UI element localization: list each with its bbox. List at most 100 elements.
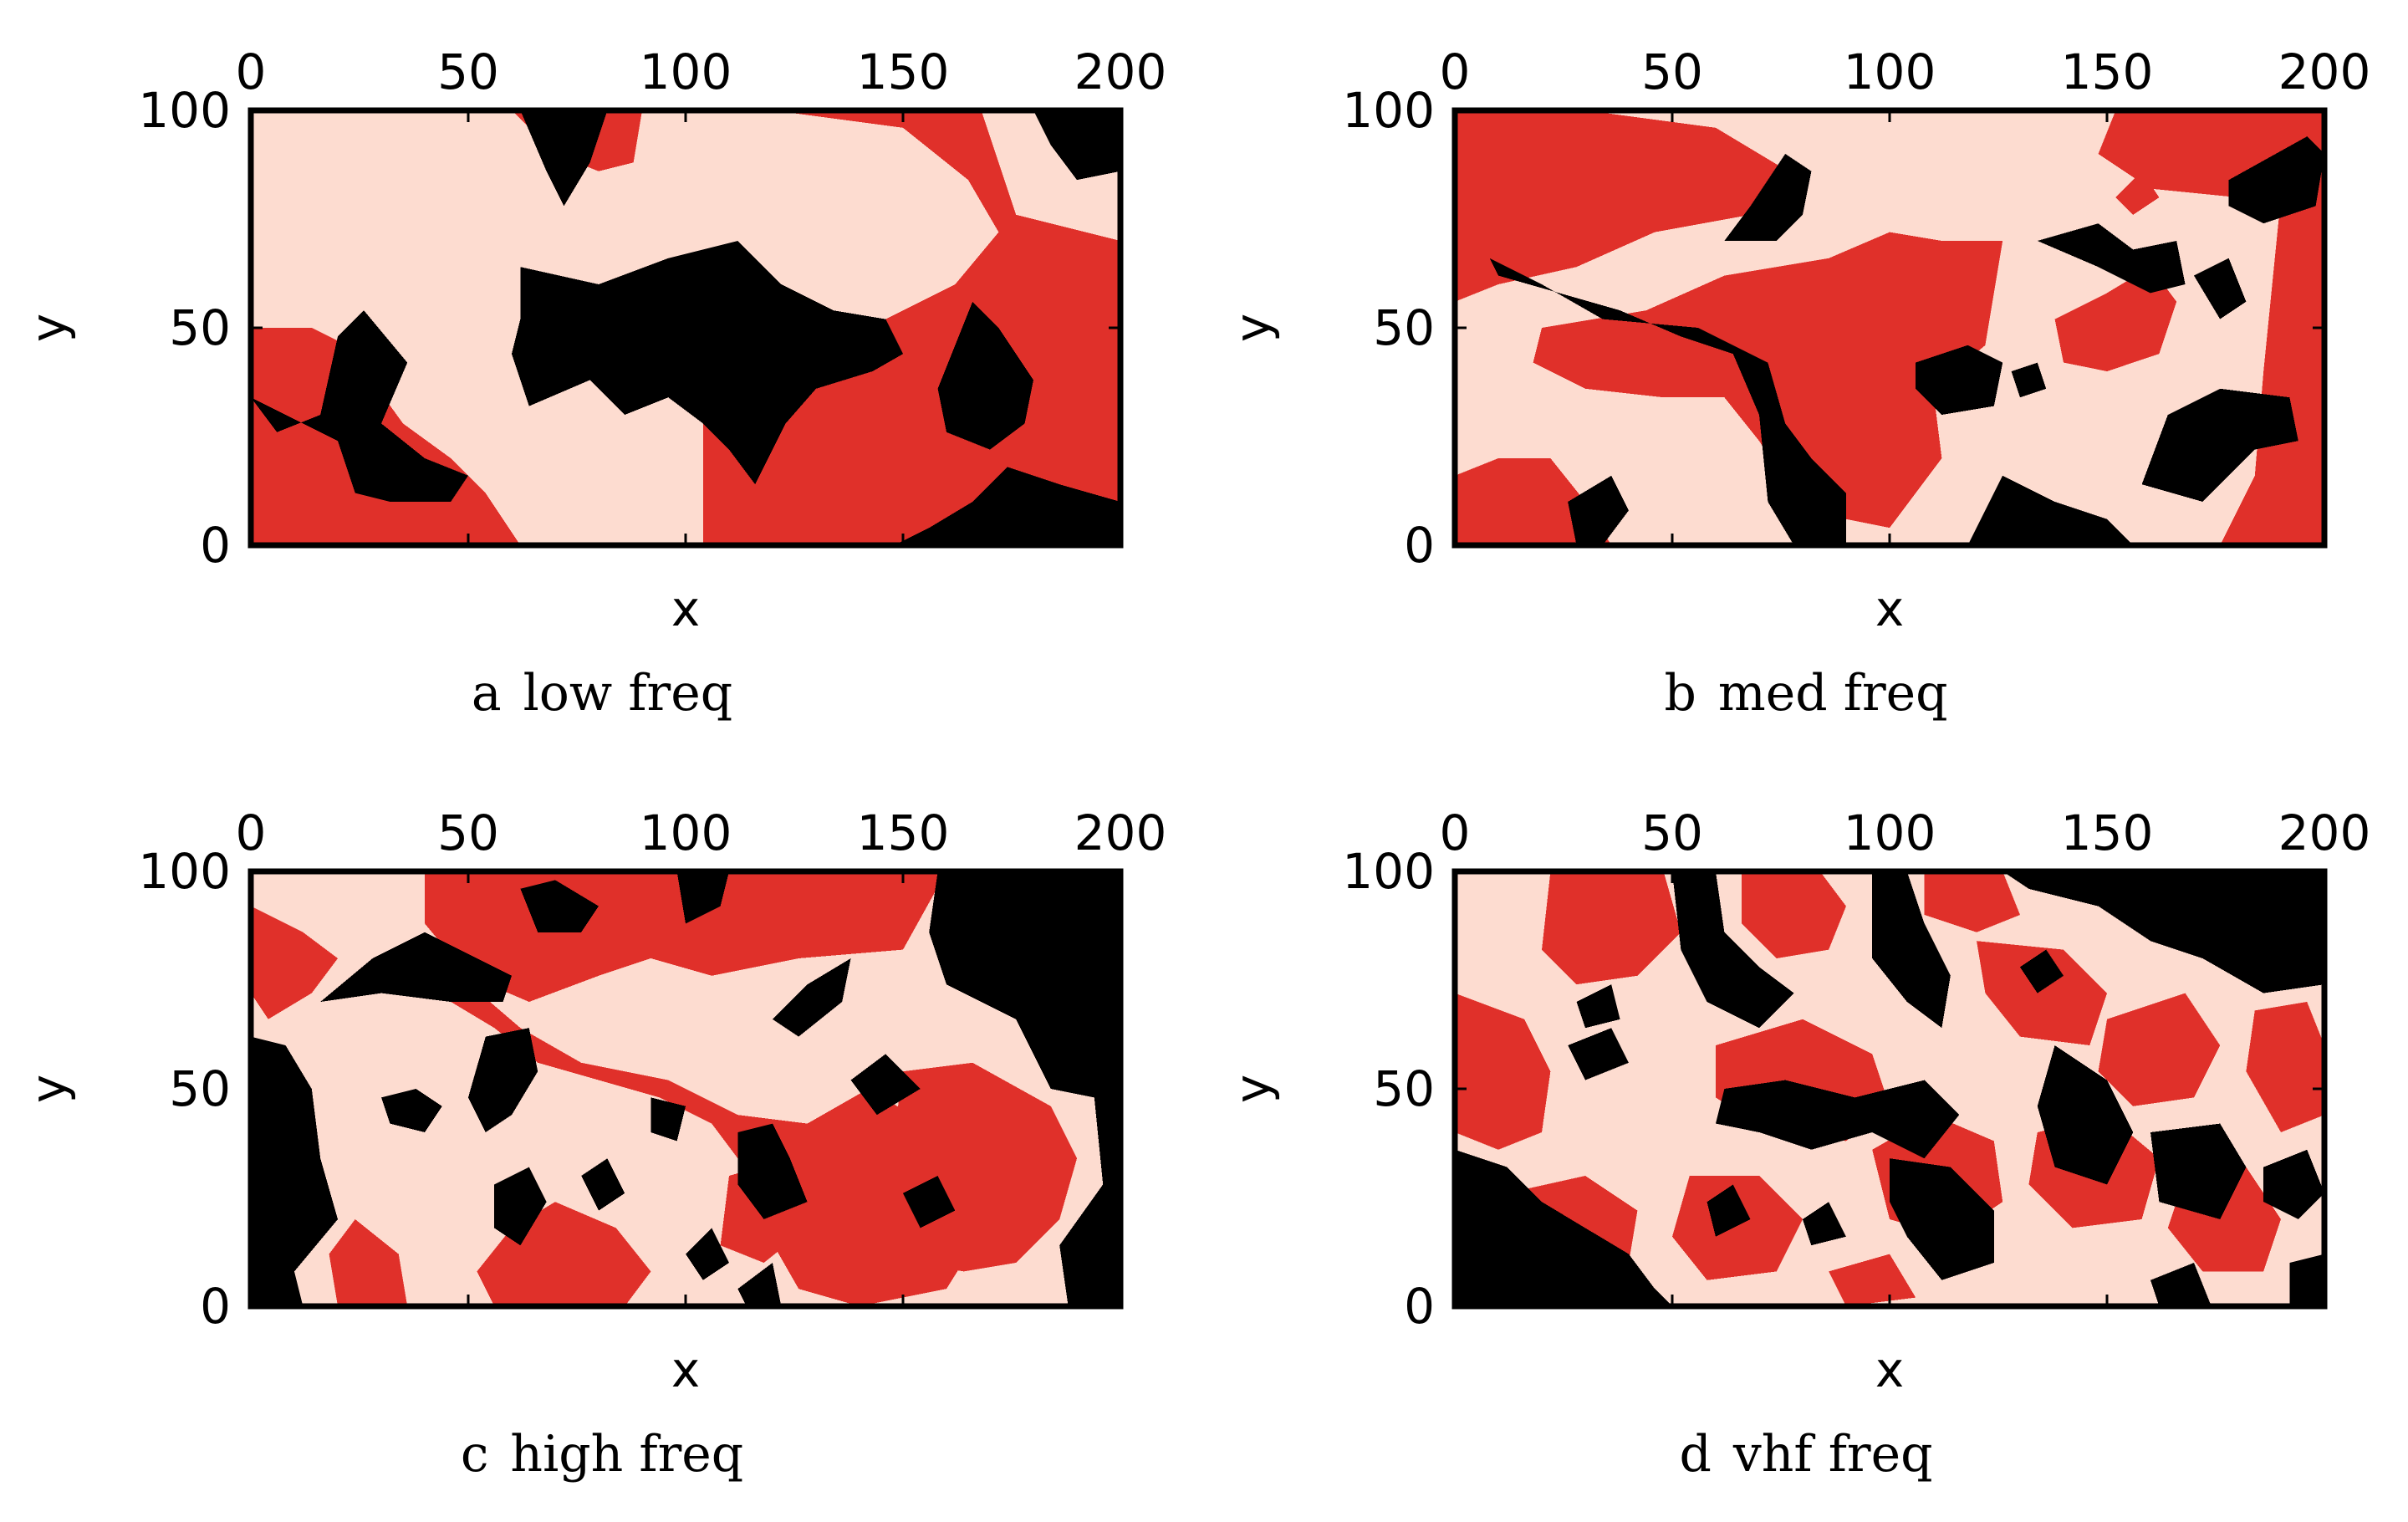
y-tick-label: 50 [169,299,231,356]
x-axis-label: x [1875,1341,1904,1398]
region-red [2115,171,2160,215]
y-tick-label: 0 [1404,1278,1435,1335]
x-tick-label: 50 [437,43,499,100]
region-black [2002,871,2324,993]
region-black [320,932,512,1002]
y-axis-label: y [1224,1075,1281,1103]
x-tick-label: 150 [2061,804,2154,861]
region-black [2194,258,2247,319]
region-black [2150,1123,2247,1219]
region-black [1455,1149,1672,1306]
region-black [2141,388,2298,502]
y-tick-label: 0 [200,1278,231,1335]
caption-a: a low freq [0,664,1204,723]
region-red [1742,871,1846,958]
region-red [2246,1002,2324,1132]
region-black [1916,345,2003,415]
x-axis-label: x [671,580,700,637]
region-red [2098,993,2221,1106]
x-tick-label: 200 [2278,804,2371,861]
y-tick-label: 100 [1342,843,1435,900]
x-tick-label: 0 [1440,804,1471,861]
heatmap-field [251,871,1120,1306]
x-tick-label: 150 [857,43,950,100]
region-black [2011,362,2047,398]
y-tick-label: 50 [169,1060,231,1117]
caption-b: b med freq [1204,664,2408,723]
region-black [494,1167,547,1246]
region-black [2150,1263,2212,1306]
y-axis-label: y [20,314,77,342]
region-red [1672,1176,1803,1280]
region-black [1576,984,1620,1029]
x-axis-label: x [671,1341,700,1398]
x-tick-label: 50 [1641,43,1703,100]
caption-subtitle: high freq [510,1425,744,1484]
subplot-a: 0 50 100 150 200 0 50 100 x y a low freq [0,0,1204,761]
region-red [1829,1254,1916,1306]
region-red [1455,993,1551,1150]
region-black [2228,136,2324,224]
caption-subtitle: low freq [523,664,733,723]
x-tick-label: 200 [1074,43,1167,100]
region-red [1455,458,1612,545]
region-black [520,880,599,932]
caption-d: d vhf freq [1204,1425,2408,1484]
region-black [1568,475,1629,545]
region-black [686,1228,729,1280]
x-tick-label: 150 [2061,43,2154,100]
x-tick-label: 200 [1074,804,1167,861]
x-tick-label: 100 [1844,804,1936,861]
region-black [929,871,1120,1306]
heatmap-field [251,110,1120,545]
subplot-d: 0 50 100 150 200 0 50 100 x y d vhf freq [1204,761,2408,1522]
region-black [1872,871,1951,1029]
chart-d-svg: 0 50 100 150 200 0 50 100 x y [1224,804,2371,1398]
caption-letter: c [460,1425,489,1484]
heatmap-field [1455,110,2324,545]
region-red [2054,267,2177,371]
region-black [737,1123,808,1219]
heatmap-field [1455,871,2324,1306]
caption-subtitle: med freq [1717,664,1948,723]
y-tick-label: 0 [1404,517,1435,574]
x-tick-label: 150 [857,804,950,861]
region-black [894,467,1120,545]
y-tick-label: 50 [1373,299,1435,356]
x-tick-label: 100 [1844,43,1936,100]
region-black [773,958,851,1037]
region-black [850,1054,921,1116]
region-black [468,1028,538,1132]
region-red [702,110,1120,545]
y-tick-label: 100 [138,843,231,900]
caption-letter: b [1664,664,1696,723]
region-black [1716,1080,1960,1159]
region-black [2289,1254,2324,1306]
y-tick-label: 100 [1342,82,1435,139]
region-black [1890,1158,1994,1280]
y-tick-label: 50 [1373,1060,1435,1117]
region-black [676,871,729,924]
region-red [1542,871,1681,985]
x-tick-label: 200 [2278,43,2371,100]
region-black [1803,1202,1846,1246]
region-black [520,110,608,207]
region-black [512,241,903,485]
x-tick-label: 0 [1440,43,1471,100]
y-tick-label: 0 [200,517,231,574]
region-black [581,1158,625,1211]
caption-letter: a [471,664,502,723]
caption-c: c high freq [0,1425,1204,1484]
chart-b-svg: 0 50 100 150 200 0 50 100 x y [1224,43,2371,637]
chart-a-svg: 0 50 100 150 200 0 50 100 x y [20,43,1167,637]
x-axis-label: x [1875,580,1904,637]
region-black [2037,1045,2134,1185]
region-black [903,1176,956,1228]
region-red [1455,110,1803,302]
x-tick-label: 0 [236,43,267,100]
subplot-b: 0 50 100 150 200 0 50 100 x y b med freq [1204,0,2408,761]
region-red [2220,197,2324,545]
region-black [1724,154,1812,241]
region-black [1568,1028,1629,1080]
x-tick-label: 100 [640,43,732,100]
